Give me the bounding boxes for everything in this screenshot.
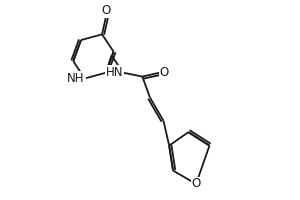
Text: HN: HN xyxy=(106,66,123,79)
Text: O: O xyxy=(191,177,201,190)
Text: NH: NH xyxy=(67,72,85,85)
Text: O: O xyxy=(101,4,110,17)
Text: O: O xyxy=(160,66,169,79)
